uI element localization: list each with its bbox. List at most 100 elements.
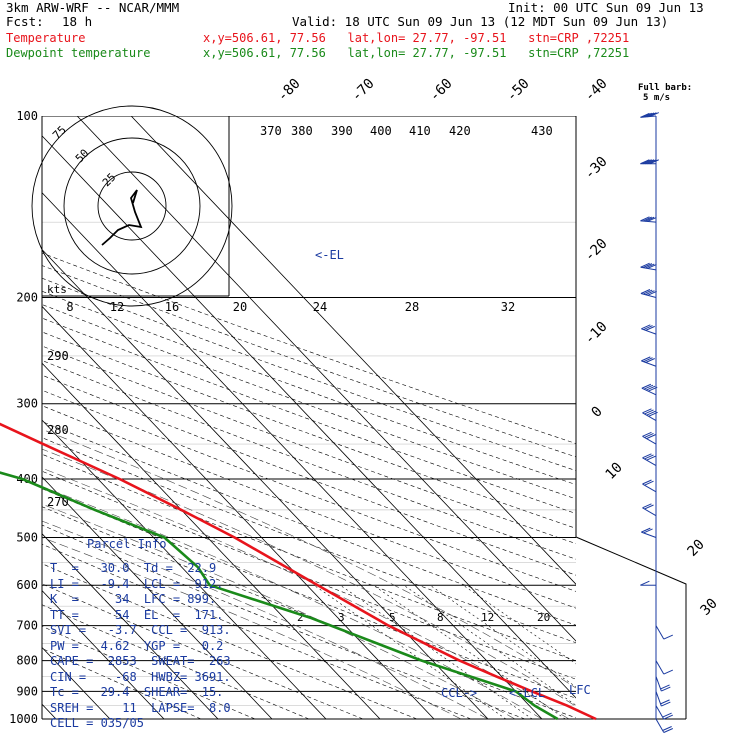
wind-barb-flag bbox=[641, 383, 652, 389]
pressure-tick-label: 900 bbox=[16, 684, 38, 698]
wind-barb-flag bbox=[646, 434, 656, 440]
wind-barb bbox=[655, 660, 665, 675]
theta-label: 430 bbox=[531, 124, 553, 138]
dry-adiabat bbox=[42, 453, 576, 662]
wind-barb bbox=[655, 676, 662, 692]
wind-barb-flag bbox=[644, 159, 655, 165]
wind-barb bbox=[655, 705, 665, 720]
el-annotation: <-EL bbox=[315, 248, 344, 262]
wind-barb-flag bbox=[645, 325, 655, 331]
wind-barb-flag bbox=[661, 686, 671, 692]
moist-adiabat bbox=[42, 537, 462, 719]
isotherm-line bbox=[42, 305, 435, 719]
mixing-ratio-line bbox=[373, 584, 566, 719]
wind-barb-flag bbox=[660, 699, 670, 705]
theta-label: 280 bbox=[47, 423, 69, 437]
wind-barb-flag bbox=[640, 159, 650, 165]
hodo-speed-label: 8 bbox=[66, 300, 73, 314]
dry-adiabat bbox=[42, 421, 576, 626]
pressure-tick-label: 300 bbox=[16, 397, 38, 411]
pressure-tick-label: 800 bbox=[16, 654, 38, 668]
moist-adiabat bbox=[42, 467, 570, 719]
isotherm-line bbox=[42, 135, 576, 699]
dry-adiabat bbox=[42, 277, 576, 471]
mixing-ratio-line bbox=[313, 584, 507, 719]
wind-barb bbox=[655, 718, 665, 733]
wind-barb-flag bbox=[662, 726, 672, 731]
wind-barb-flag bbox=[644, 432, 654, 438]
mixing-ratio-line bbox=[403, 584, 576, 706]
init-time: Init: 00 UTC Sun 09 Jun 13 bbox=[508, 0, 704, 15]
theta-label: 410 bbox=[409, 124, 431, 138]
wind-barb-flag bbox=[640, 112, 650, 118]
parcel-row: T = 30.0 Td = 22.9 bbox=[50, 561, 217, 575]
parcel-row: PW = 4.62 YGP = 0.2 bbox=[50, 638, 224, 653]
theta-label: 390 bbox=[331, 124, 353, 138]
parcel-row: K = 34 LFC = 899. bbox=[50, 592, 217, 606]
diagram-frame bbox=[575, 116, 687, 719]
wind-barb-flag bbox=[641, 356, 651, 362]
moist-adiabat bbox=[42, 520, 489, 719]
dewpoint-trace bbox=[0, 471, 559, 721]
wind-barb-flag bbox=[645, 290, 655, 296]
wind-barb-flag bbox=[663, 714, 674, 720]
wind-barb-flag bbox=[661, 701, 671, 707]
parcel-row: Tc = 29.4 SHEAR= 15. bbox=[50, 685, 224, 699]
pressure-tick-label: 500 bbox=[16, 530, 38, 544]
wind-barb bbox=[655, 691, 662, 707]
hodograph-ring bbox=[63, 137, 201, 275]
isotherm-label: -40 bbox=[582, 76, 611, 105]
pressure-tick-label: 200 bbox=[16, 291, 38, 305]
theta-label: 290 bbox=[47, 349, 69, 363]
wind-barb-flag bbox=[644, 409, 654, 415]
wind-barb-flag bbox=[644, 112, 655, 118]
barb-legend-line2: 5 m/s bbox=[643, 93, 671, 103]
hodograph-ring bbox=[31, 105, 233, 307]
isotherm-label: 10 bbox=[603, 460, 626, 483]
theta-label: 400 bbox=[370, 124, 392, 138]
dewpoint-location: x,y=506.61, 77.56 lat,lon= 27.77, -97.51… bbox=[203, 46, 630, 60]
parcel-row: SVI = -3.7 CCL = 913. bbox=[50, 623, 231, 637]
wind-barb-flag bbox=[644, 216, 655, 222]
temperature-trace bbox=[0, 422, 597, 721]
wind-barb-flag bbox=[642, 263, 653, 269]
parcel-row: TT = 54 EL = 171. bbox=[50, 607, 224, 622]
theta-label: 370 bbox=[260, 124, 282, 138]
temperature-legend: Temperature bbox=[6, 31, 86, 45]
parcel-info-title: Parcel Info bbox=[87, 537, 167, 551]
wind-barb-flag bbox=[644, 504, 654, 510]
dry-adiabat bbox=[42, 437, 576, 644]
parcel-info-box: Parcel Info T = 30.0 Td = 22.9 LI = -9.4… bbox=[45, 537, 231, 730]
parcel-row: SREH = 11 LAPSE= 8.0 bbox=[50, 700, 231, 715]
dewpoint-legend: Dewpoint temperature bbox=[6, 46, 151, 60]
plot-area bbox=[42, 116, 576, 719]
wind-barb-flag bbox=[647, 159, 657, 165]
isotherm-line bbox=[130, 116, 576, 585]
mixing-ratio-line bbox=[463, 584, 576, 665]
isotherm-label: -60 bbox=[427, 76, 456, 105]
wind-barb-flag bbox=[642, 453, 652, 459]
wind-barb-flag bbox=[640, 580, 650, 586]
theta-label: 270 bbox=[47, 495, 69, 509]
wind-barb-flag bbox=[644, 480, 654, 486]
wind-barb-flag bbox=[649, 112, 659, 118]
hodo-speed-label: 12 bbox=[110, 300, 124, 314]
wind-barb-flag bbox=[643, 325, 653, 331]
wind-barb-flag bbox=[641, 527, 651, 533]
parcel-row: LI = -9.4 LCL = 912. bbox=[50, 576, 224, 591]
moist-adiabat bbox=[42, 503, 516, 719]
wind-barb-flag bbox=[642, 503, 652, 509]
wind-barb-flag bbox=[647, 290, 657, 296]
wind-barb-flag bbox=[645, 385, 656, 391]
isotherm-label: -10 bbox=[582, 319, 611, 348]
isotherm-label: 0 bbox=[589, 404, 606, 421]
dry-adiabat bbox=[42, 470, 576, 680]
theta-label: 420 bbox=[449, 124, 471, 138]
ccl-annotation: CCL-> bbox=[441, 686, 477, 700]
wind-barb-flag bbox=[663, 728, 674, 733]
moist-adiabat bbox=[42, 486, 543, 719]
wind-barb-flag bbox=[648, 386, 658, 392]
wind-barb-flag bbox=[643, 357, 653, 363]
dry-adiabat bbox=[42, 648, 202, 719]
mixing-ratio-label: 8 bbox=[437, 611, 444, 624]
